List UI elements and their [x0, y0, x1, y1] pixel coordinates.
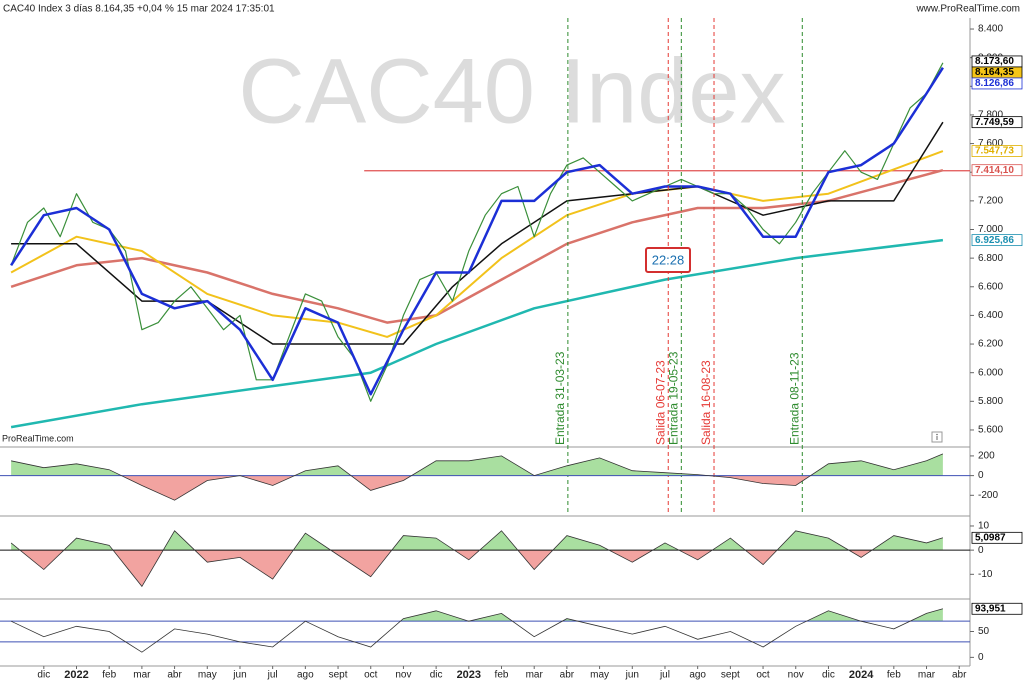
area-negative: [121, 475, 811, 501]
price-tag: [971, 145, 1023, 157]
x-tick-label: abr: [167, 670, 182, 681]
x-tick-label: oct: [364, 670, 378, 681]
price-tag-label: 7.414,10: [975, 165, 1014, 176]
y-tick-label: 0: [978, 545, 984, 556]
y-tick-label: 8.400: [978, 24, 1003, 35]
y-tick-label: 10: [978, 521, 990, 532]
x-tick-label: mar: [133, 670, 151, 681]
x-tick-label: dic: [822, 670, 835, 681]
series-line: [10, 67, 944, 396]
series-line: [10, 238, 944, 429]
indicator-line: [10, 530, 944, 588]
signal-label: Entrada 08-11-23: [787, 352, 801, 445]
x-tick-label: nov: [788, 670, 804, 681]
price-tag-label: 8.173,60: [975, 56, 1014, 67]
x-tick-label: feb: [495, 670, 509, 681]
x-tick-label: sept: [329, 670, 348, 681]
x-tick-label: jun: [232, 670, 246, 681]
watermark: CAC40 Index: [238, 40, 785, 142]
y-tick-label: 7.800: [978, 110, 1003, 121]
area-overbought: [11, 608, 943, 622]
x-tick-label: dic: [37, 670, 50, 681]
price-tag-label: 5,0987: [975, 532, 1006, 543]
price-tag: [971, 531, 1023, 544]
clock: 22:28: [652, 252, 685, 267]
x-tick-label: jul: [267, 670, 278, 681]
y-tick-label: 5.800: [978, 396, 1003, 407]
signal-label: Entrada 31-03-23: [553, 351, 567, 445]
x-tick-label: mar: [918, 670, 936, 681]
price-tag-label: 8.164,35: [975, 67, 1014, 78]
x-tick-label: abr: [952, 670, 967, 681]
x-tick-label: 2023: [457, 669, 481, 681]
indicator-line: [11, 453, 944, 501]
site: www.ProRealTime.com: [915, 4, 1020, 15]
y-tick-label: 6.000: [978, 367, 1003, 378]
y-tick-label: 7.600: [978, 138, 1003, 149]
x-tick-label: feb: [887, 670, 901, 681]
price-tag: [971, 116, 1023, 129]
source: ProRealTime.com: [2, 433, 74, 443]
price-tag: [971, 164, 1023, 177]
x-tick-label: oct: [756, 670, 770, 681]
y-tick-label: 200: [978, 451, 995, 462]
price-tag-label: 8.126,86: [975, 78, 1014, 89]
info-icon: [931, 431, 943, 443]
area-positive: [11, 530, 943, 551]
y-tick-label: 6.800: [978, 253, 1003, 264]
price-tag-label: 6.925,86: [975, 235, 1014, 246]
x-tick-label: nov: [395, 670, 411, 681]
price-tag-label: 93,951: [975, 603, 1006, 614]
y-tick-label: 7.000: [978, 224, 1003, 235]
y-tick-label: 6.200: [978, 339, 1003, 350]
x-tick-label: sept: [721, 670, 740, 681]
y-tick-label: 50: [978, 626, 990, 637]
chart-title: CAC40 Index 3 días 8.164,35 +0,04 % 15 m…: [3, 4, 275, 15]
signal-label: Salida 06-07-23: [653, 360, 667, 445]
price-tag-label: 7.547,73: [975, 146, 1014, 157]
y-tick-label: 6.600: [978, 281, 1003, 292]
price-tag-label: 7.749,59: [975, 117, 1014, 128]
y-tick-label: -200: [978, 490, 998, 501]
clock-box: [645, 247, 691, 273]
price-tag: [971, 77, 1023, 90]
x-tick-label: dic: [430, 670, 443, 681]
x-tick-label: ago: [297, 670, 314, 681]
price-tag: [971, 234, 1023, 247]
indicator-line: [10, 608, 944, 653]
signal-label: Entrada 19-05-23: [666, 351, 680, 445]
x-tick-label: 2024: [849, 669, 874, 681]
x-tick-label: may: [198, 670, 217, 681]
area-positive: [11, 453, 943, 476]
signal-label: Salida 16-08-23: [699, 360, 713, 445]
series-line: [10, 62, 944, 402]
x-tick-label: jun: [625, 670, 639, 681]
x-tick-label: mar: [526, 670, 544, 681]
series-line: [10, 150, 944, 338]
x-tick-label: may: [590, 670, 609, 681]
x-tick-label: feb: [102, 670, 116, 681]
y-tick-label: 0: [978, 652, 984, 663]
panels: [0, 18, 971, 667]
y-tick-label: 6.400: [978, 310, 1003, 321]
y-tick-label: 0: [978, 470, 984, 481]
y-tick-label: -10: [978, 569, 993, 580]
y-tick-label: 5.600: [978, 425, 1003, 436]
x-tick-label: 2022: [64, 669, 88, 681]
x-tick-label: abr: [560, 670, 575, 681]
y-tick-label: 7.200: [978, 195, 1003, 206]
x-tick-label: ago: [689, 670, 706, 681]
x-tick-label: jul: [659, 670, 670, 681]
price-tag: [971, 602, 1023, 615]
